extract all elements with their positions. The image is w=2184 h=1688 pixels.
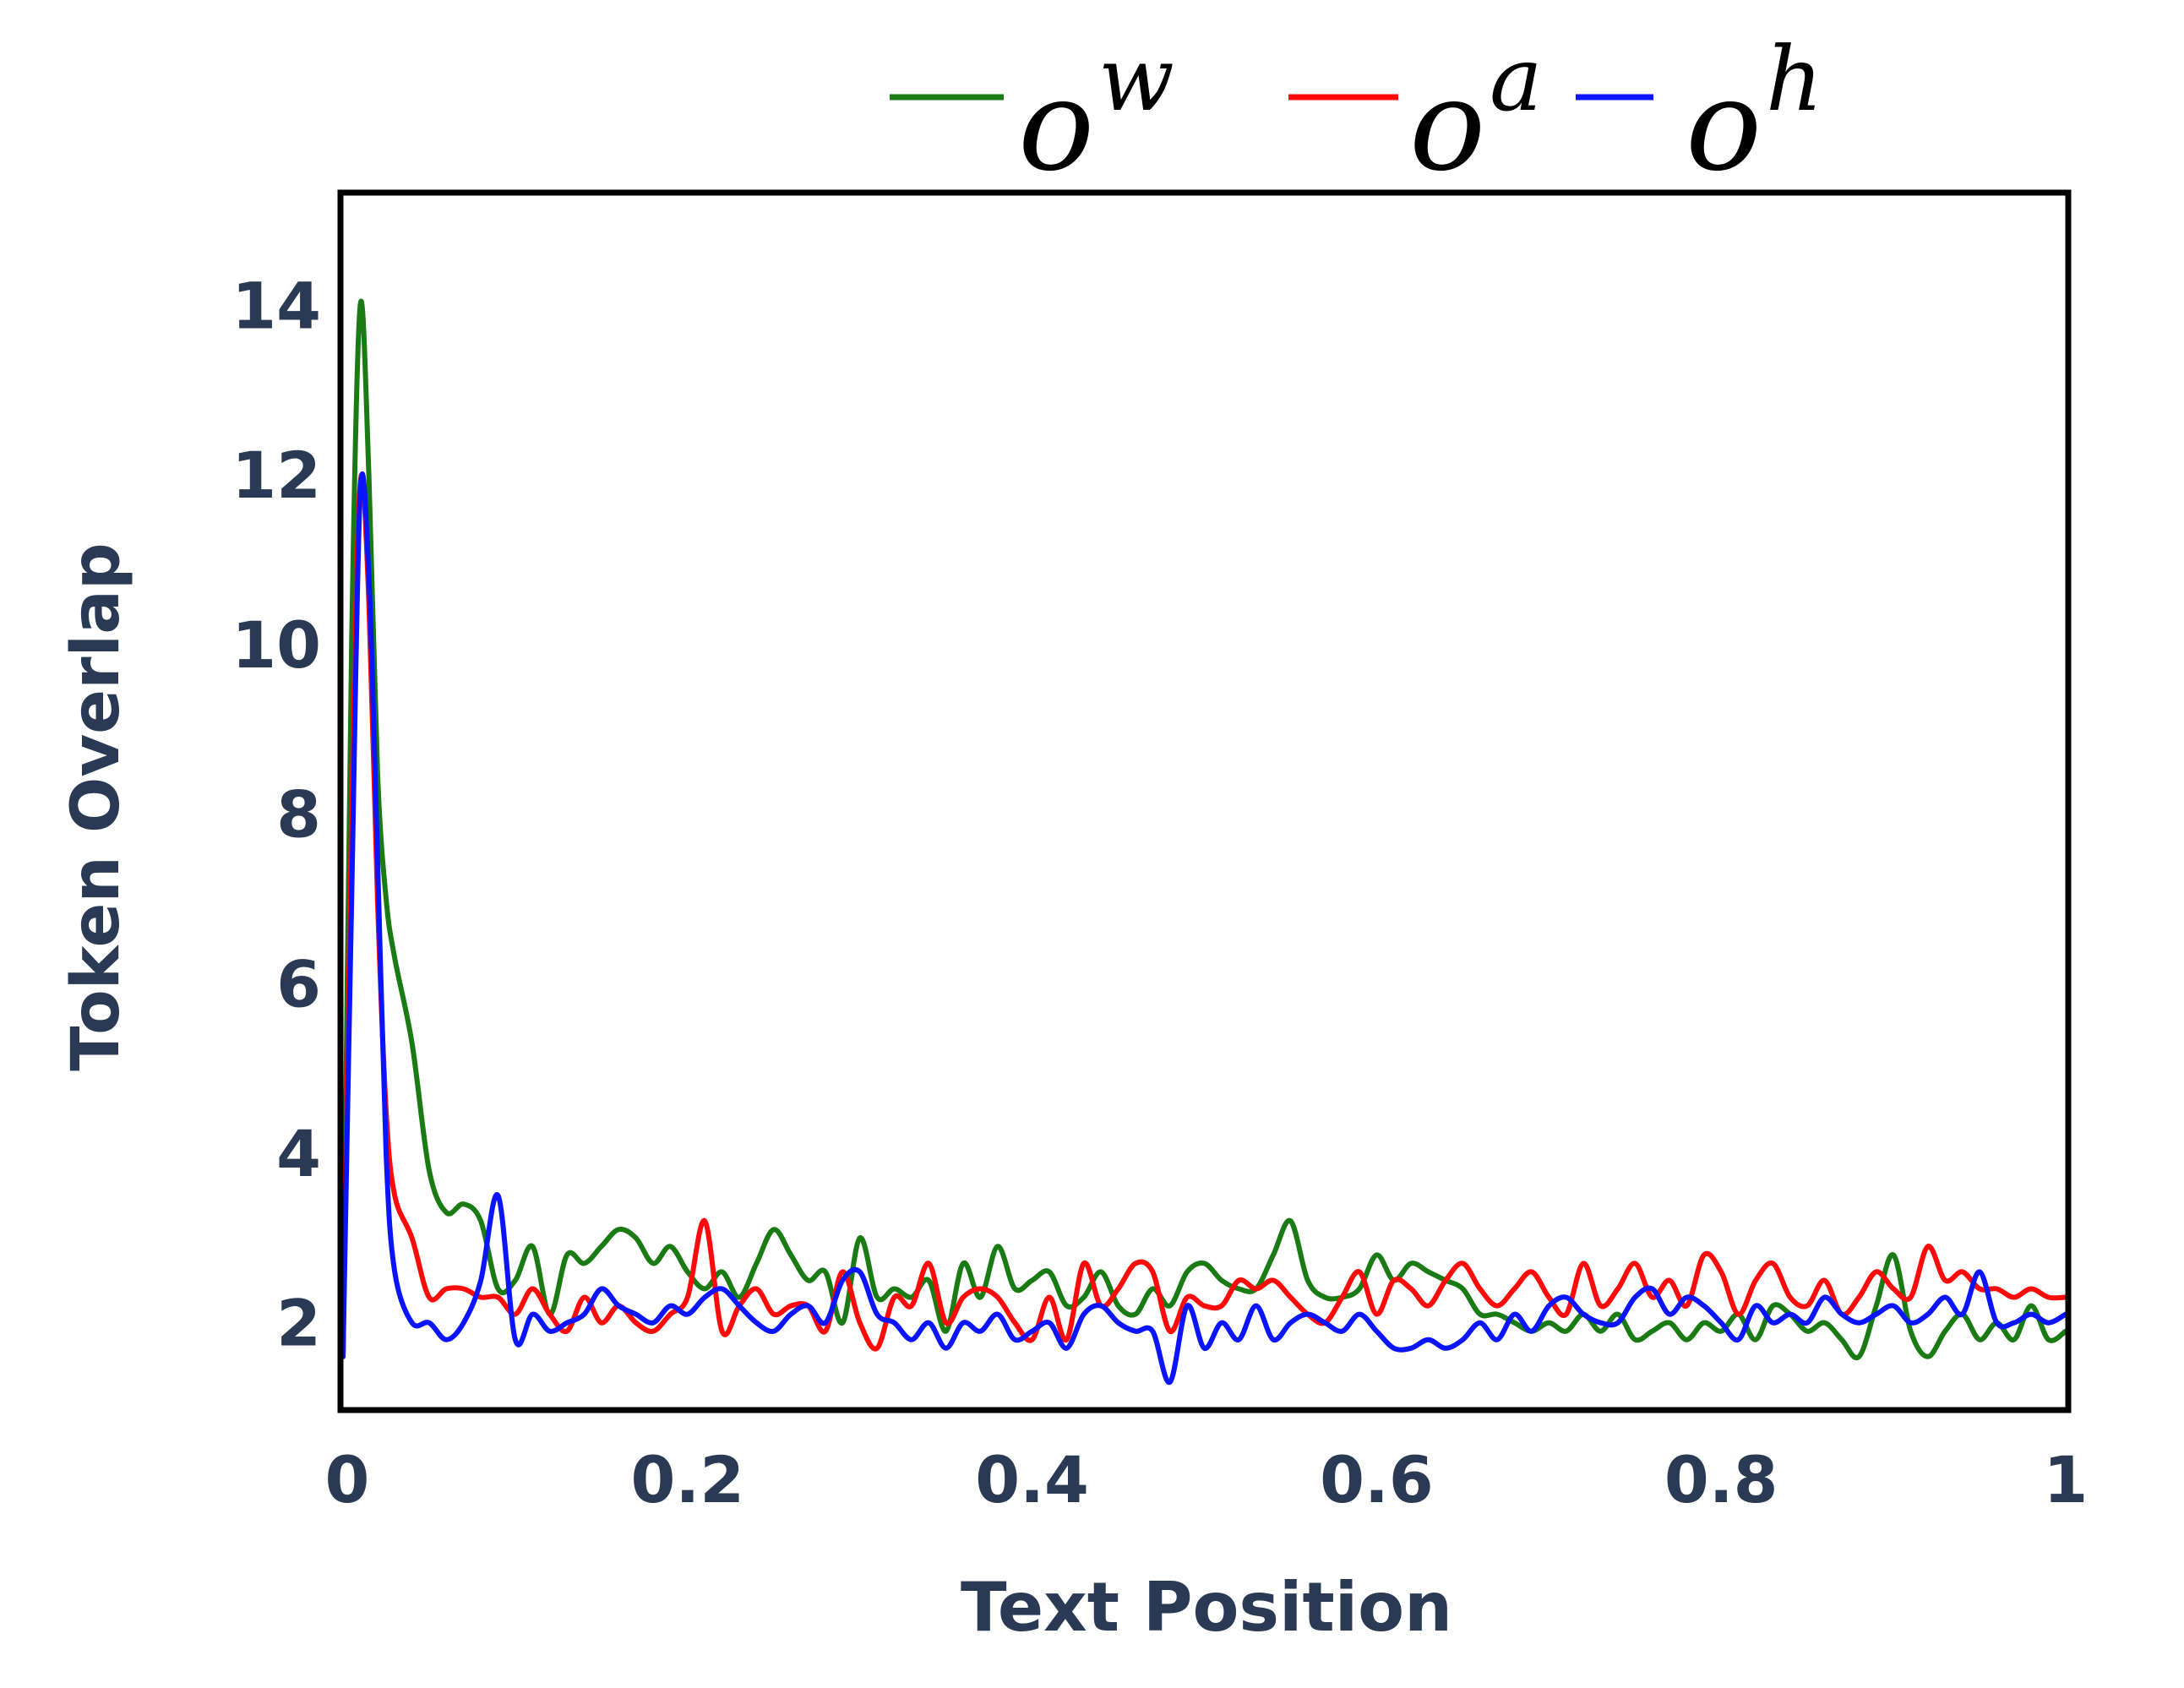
plot-area-frame <box>337 189 2072 1413</box>
x-axis-label: Text Position <box>961 1568 1452 1647</box>
x-tick-label: 0.4 <box>975 1442 1089 1517</box>
y-tick-label: 14 <box>231 268 321 343</box>
series-line-a <box>340 472 2068 1359</box>
legend-label: o <box>1018 52 1094 199</box>
series-line-w <box>340 298 2068 1361</box>
legend-label-superscript: h <box>1766 28 1823 131</box>
x-tick-label: 1 <box>2044 1442 2089 1517</box>
legend-label: o <box>1409 52 1485 199</box>
legend-label: o <box>1686 52 1762 199</box>
y-tick-label: 12 <box>231 438 321 513</box>
y-axis-label: Token Overlap <box>58 542 134 1071</box>
x-tick-label: 0.6 <box>1320 1442 1434 1517</box>
y-tick-label: 10 <box>231 607 321 683</box>
x-tick-label: 0.8 <box>1664 1442 1778 1517</box>
x-tick-label: 0 <box>325 1442 370 1517</box>
series-line-h <box>340 471 2068 1385</box>
x-axis-ticks: 0 0.2 0.4 0.6 0.8 1 <box>325 1442 2089 1517</box>
legend-label-superscript: w <box>1098 28 1174 131</box>
x-tick-label: 0.2 <box>630 1442 744 1517</box>
y-tick-label: 6 <box>276 946 321 1021</box>
y-tick-label: 2 <box>276 1286 321 1361</box>
y-tick-label: 4 <box>276 1116 321 1191</box>
legend-label-superscript: a <box>1490 28 1543 131</box>
y-tick-label: 8 <box>276 777 321 852</box>
y-axis-ticks: 2 4 6 8 10 12 14 <box>231 268 321 1360</box>
plot-lines <box>340 298 2068 1385</box>
